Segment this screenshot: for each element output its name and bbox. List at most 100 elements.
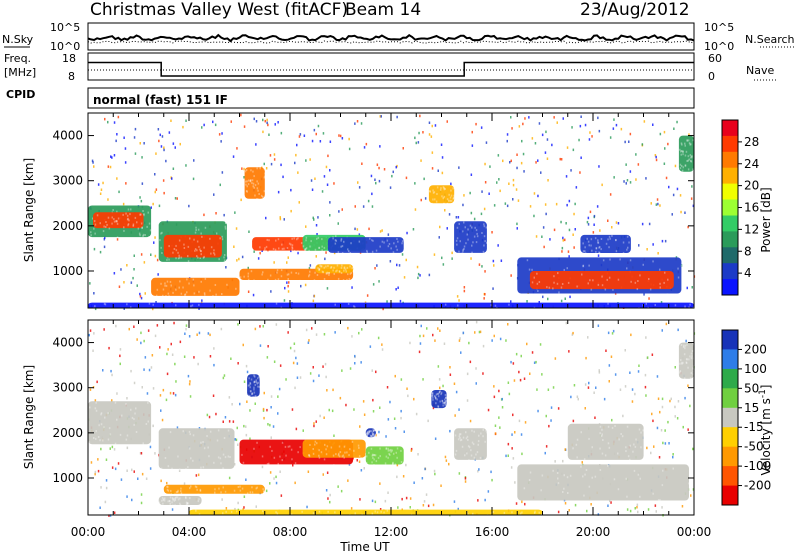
power-speckle [524, 117, 526, 120]
power-region-texture [682, 150, 684, 153]
power-speckle [262, 130, 264, 134]
velocity-speckle [109, 447, 111, 450]
velocity-region-texture [432, 396, 434, 399]
power-region-texture [103, 302, 106, 305]
power-region-texture [103, 225, 105, 228]
velocity-region-texture [601, 428, 603, 431]
power-speckle [529, 205, 532, 208]
power-speckle [348, 137, 350, 141]
power-region-texture [141, 226, 143, 229]
power-region-texture [679, 167, 682, 170]
velocity-region-texture [195, 486, 198, 489]
velocity-region-texture [442, 404, 444, 407]
power-region-texture [106, 223, 108, 226]
velocity-region-texture [179, 497, 181, 500]
velocity-speckle [100, 486, 102, 489]
power-region-texture [203, 255, 205, 258]
power-region-texture [193, 284, 195, 287]
power-region-texture [682, 150, 684, 153]
velocity-region-texture [95, 401, 97, 404]
velocity-speckle [466, 372, 469, 376]
velocity-region-texture [248, 384, 251, 387]
velocity-speckle [584, 407, 586, 410]
power-region-texture [93, 220, 96, 223]
velocity-region-texture [369, 430, 371, 433]
velocity-speckle [126, 397, 128, 400]
power-region-texture [295, 272, 297, 274]
velocity-region-texture [632, 450, 634, 453]
power-region-texture [223, 256, 225, 259]
power-region [454, 221, 487, 253]
velocity-speckle [612, 329, 615, 333]
velocity-speckle [110, 369, 112, 373]
power-speckle [308, 267, 311, 270]
power-speckle [481, 190, 483, 193]
power-region-texture [177, 251, 179, 254]
velocity-region-texture [343, 445, 346, 448]
power-speckle [305, 159, 307, 162]
velocity-speckle [347, 479, 349, 482]
velocity-region-texture [259, 377, 261, 380]
velocity-speckle [494, 432, 497, 435]
power-speckle [113, 121, 116, 124]
velocity-speckle [347, 326, 349, 330]
velocity-region-texture [255, 487, 257, 490]
velocity-region-texture [167, 485, 169, 488]
velocity-region-texture [365, 453, 367, 455]
power-speckle [338, 134, 340, 137]
velocity-region-texture [366, 432, 368, 435]
velocity-region-texture [214, 491, 216, 494]
power-region-texture [330, 266, 332, 269]
power-region-texture [172, 291, 174, 294]
power-speckle [165, 159, 167, 163]
velocity-speckle [587, 386, 590, 389]
velocity-speckle [418, 350, 421, 354]
velocity-speckle [293, 349, 296, 353]
velocity-region-texture [257, 385, 259, 388]
velocity-speckle [340, 489, 343, 493]
power-region-texture [587, 282, 589, 285]
velocity-region-texture [219, 457, 222, 460]
velocity-region-texture [611, 426, 614, 429]
velocity-region-texture [617, 488, 620, 491]
power-colorbar-tick-label: 20 [744, 179, 759, 193]
velocity-region-texture [263, 491, 265, 494]
velocity-speckle [278, 387, 281, 391]
velocity-region-texture [247, 394, 250, 397]
power-region-texture [473, 235, 476, 238]
power-speckle [561, 246, 564, 250]
power-region-texture [308, 249, 310, 252]
power-region-texture [608, 246, 610, 249]
time-tick-label: 16:00 [475, 525, 510, 539]
power-speckle [107, 120, 109, 124]
power-region-texture [250, 179, 252, 182]
power-region-texture [94, 223, 97, 226]
power-speckle [521, 139, 523, 143]
power-speckle [279, 217, 282, 221]
velocity-speckle [141, 472, 144, 476]
velocity-speckle [493, 395, 496, 399]
velocity-speckle [597, 324, 600, 327]
power-region-texture [225, 221, 227, 224]
power-speckle [161, 135, 164, 138]
velocity-speckle [143, 368, 145, 371]
velocity-speckle [228, 420, 231, 423]
power-region-texture [443, 188, 445, 191]
power-region-texture [458, 250, 460, 253]
velocity-region-texture [367, 432, 369, 435]
velocity-speckle [280, 494, 283, 497]
velocity-speckle [222, 376, 225, 380]
power-region-texture [252, 170, 254, 173]
velocity-speckle [651, 353, 654, 356]
power-region-texture [179, 280, 181, 283]
velocity-region-texture [169, 496, 172, 499]
velocity-speckle [581, 461, 583, 464]
velocity-region-texture [256, 486, 258, 489]
power-speckle [473, 217, 476, 221]
power-speckle [547, 297, 549, 301]
power-speckle [549, 238, 551, 241]
power-region-texture [308, 275, 310, 278]
velocity-speckle [562, 459, 564, 463]
power-region-texture [219, 237, 221, 240]
velocity-speckle [426, 327, 428, 330]
